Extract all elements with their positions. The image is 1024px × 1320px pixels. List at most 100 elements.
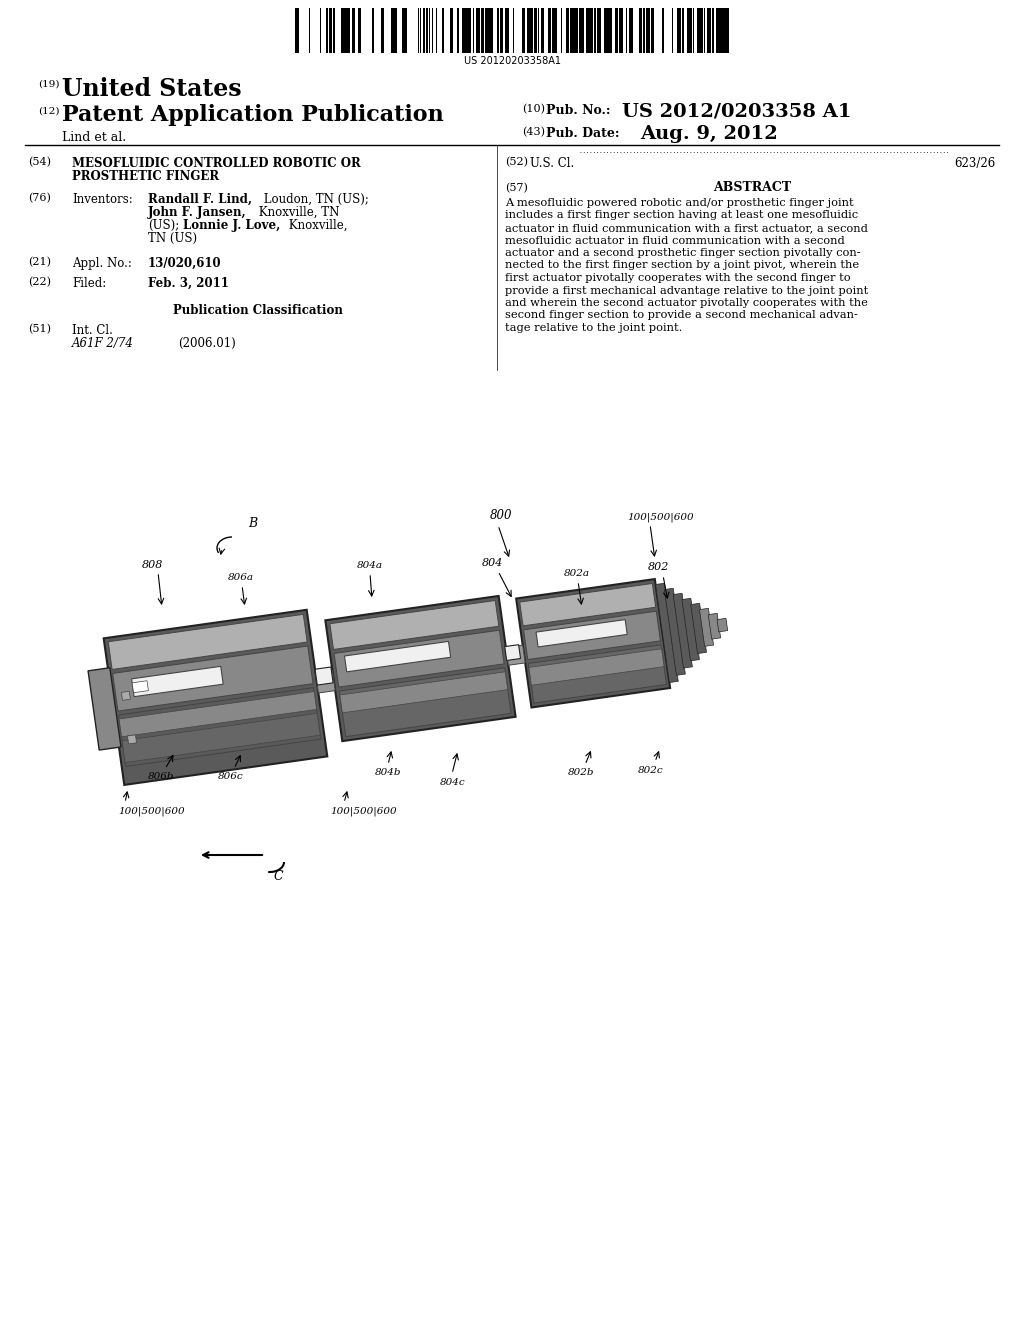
- Bar: [326, 8, 328, 53]
- Bar: [615, 8, 618, 53]
- Text: (54): (54): [28, 157, 51, 168]
- Polygon shape: [506, 645, 525, 665]
- Polygon shape: [334, 630, 504, 688]
- Polygon shape: [691, 603, 707, 653]
- Text: and wherein the second actuator pivotally cooperates with the: and wherein the second actuator pivotall…: [505, 298, 868, 308]
- Polygon shape: [340, 672, 508, 713]
- Text: 802b: 802b: [568, 768, 595, 777]
- Polygon shape: [516, 579, 670, 708]
- Bar: [590, 8, 593, 53]
- Text: 100|500|600: 100|500|600: [627, 512, 693, 521]
- Text: (76): (76): [28, 193, 51, 203]
- Polygon shape: [88, 668, 121, 750]
- Bar: [604, 8, 606, 53]
- Bar: [402, 8, 404, 53]
- Polygon shape: [344, 642, 451, 672]
- Bar: [701, 8, 703, 53]
- Polygon shape: [665, 589, 685, 676]
- Bar: [382, 8, 384, 53]
- Bar: [639, 8, 642, 53]
- Bar: [723, 8, 726, 53]
- Bar: [359, 8, 361, 53]
- Text: provide a first mechanical advantage relative to the joint point: provide a first mechanical advantage rel…: [505, 285, 868, 296]
- Bar: [651, 8, 653, 53]
- Text: PROSTHETIC FINGER: PROSTHETIC FINGER: [72, 170, 219, 183]
- Text: (51): (51): [28, 323, 51, 334]
- Bar: [716, 8, 719, 53]
- Polygon shape: [709, 614, 721, 639]
- Bar: [348, 8, 350, 53]
- Bar: [395, 8, 397, 53]
- Bar: [712, 8, 714, 53]
- Bar: [677, 8, 680, 53]
- Text: (43): (43): [522, 127, 545, 137]
- Bar: [606, 8, 608, 53]
- Text: (2006.01): (2006.01): [178, 337, 236, 350]
- Text: United States: United States: [62, 77, 242, 102]
- Text: mesofluidic actuator in fluid communication with a second: mesofluidic actuator in fluid communicat…: [505, 235, 845, 246]
- Text: (57): (57): [505, 183, 528, 193]
- Bar: [610, 8, 612, 53]
- Bar: [608, 8, 610, 53]
- Text: 804a: 804a: [357, 561, 383, 570]
- Text: actuator in fluid communication with a first actuator, a second: actuator in fluid communication with a f…: [505, 223, 868, 234]
- Text: Loudon, TN (US);: Loudon, TN (US);: [260, 193, 369, 206]
- Text: US 2012/0203358 A1: US 2012/0203358 A1: [622, 102, 852, 120]
- Text: 623/26: 623/26: [954, 157, 995, 170]
- Polygon shape: [326, 595, 516, 741]
- Text: A61F 2/74: A61F 2/74: [72, 337, 134, 350]
- Text: actuator and a second prosthetic finger section pivotally con-: actuator and a second prosthetic finger …: [505, 248, 860, 257]
- Polygon shape: [655, 583, 678, 682]
- Bar: [566, 8, 569, 53]
- Text: Inventors:: Inventors:: [72, 193, 133, 206]
- Bar: [462, 8, 466, 53]
- Bar: [548, 8, 550, 53]
- Bar: [580, 8, 582, 53]
- Bar: [618, 8, 622, 53]
- Text: 804b: 804b: [375, 768, 401, 777]
- Bar: [682, 8, 684, 53]
- Text: John F. Jansen,: John F. Jansen,: [148, 206, 247, 219]
- Text: 100|500|600: 100|500|600: [118, 807, 184, 816]
- Polygon shape: [520, 583, 655, 626]
- Bar: [646, 8, 649, 53]
- Polygon shape: [122, 713, 321, 763]
- Text: MESOFLUIDIC CONTROLLED ROBOTIC OR: MESOFLUIDIC CONTROLLED ROBOTIC OR: [72, 157, 360, 170]
- Text: (12): (12): [38, 107, 59, 116]
- Polygon shape: [315, 671, 335, 693]
- Text: includes a first finger section having at least one mesofluidic: includes a first finger section having a…: [505, 210, 858, 220]
- Text: 804c: 804c: [440, 777, 466, 787]
- Bar: [574, 8, 578, 53]
- Text: (US);: (US);: [148, 219, 179, 232]
- Bar: [352, 8, 354, 53]
- Text: 802c: 802c: [638, 766, 664, 775]
- Text: 806c: 806c: [218, 772, 244, 781]
- Polygon shape: [315, 667, 333, 685]
- Bar: [481, 8, 484, 53]
- Bar: [534, 8, 537, 53]
- Polygon shape: [109, 614, 307, 669]
- Text: 806b: 806b: [148, 772, 174, 781]
- Bar: [404, 8, 407, 53]
- Text: Int. Cl.: Int. Cl.: [72, 323, 113, 337]
- Bar: [541, 8, 544, 53]
- Polygon shape: [717, 618, 728, 632]
- Bar: [570, 8, 573, 53]
- Polygon shape: [103, 610, 328, 785]
- Bar: [426, 8, 428, 53]
- Text: (10): (10): [522, 104, 545, 115]
- Bar: [529, 8, 531, 53]
- Text: Randall F. Lind,: Randall F. Lind,: [148, 193, 252, 206]
- Polygon shape: [536, 619, 628, 647]
- Text: Pub. No.:: Pub. No.:: [546, 104, 610, 117]
- Bar: [688, 8, 691, 53]
- Polygon shape: [122, 692, 130, 701]
- Bar: [527, 8, 529, 53]
- Bar: [341, 8, 344, 53]
- Bar: [423, 8, 425, 53]
- Text: 13/020,610: 13/020,610: [148, 257, 221, 271]
- Bar: [555, 8, 557, 53]
- Text: Filed:: Filed:: [72, 277, 106, 290]
- Text: 800: 800: [490, 510, 512, 521]
- Bar: [295, 8, 298, 53]
